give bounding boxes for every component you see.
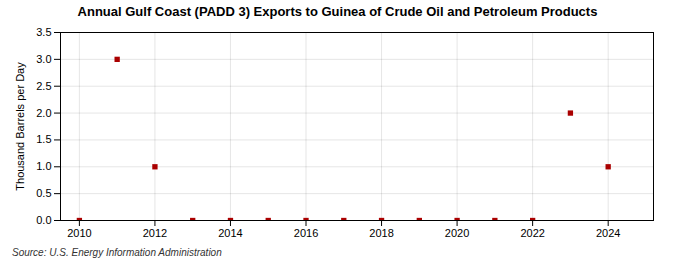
svg-text:2.0: 2.0 bbox=[36, 107, 51, 119]
svg-text:2012: 2012 bbox=[143, 227, 167, 239]
svg-text:2.5: 2.5 bbox=[36, 80, 51, 92]
svg-text:Thousand Barrels per Day: Thousand Barrels per Day bbox=[14, 62, 26, 191]
svg-text:0.0: 0.0 bbox=[36, 214, 51, 226]
svg-text:1.5: 1.5 bbox=[36, 133, 51, 145]
svg-text:2010: 2010 bbox=[67, 227, 91, 239]
svg-text:2024: 2024 bbox=[596, 227, 620, 239]
svg-text:3.0: 3.0 bbox=[36, 53, 51, 65]
svg-text:2020: 2020 bbox=[445, 227, 469, 239]
svg-text:2016: 2016 bbox=[294, 227, 318, 239]
svg-text:2014: 2014 bbox=[218, 227, 242, 239]
html-text:Source: U.S. Energy Informatio: Source: U.S. Energy Information Administ… bbox=[12, 247, 222, 258]
svg-text:2022: 2022 bbox=[520, 227, 544, 239]
svg-text:3.5: 3.5 bbox=[36, 26, 51, 38]
svg-text:1.0: 1.0 bbox=[36, 160, 51, 172]
html-text:Annual Gulf Coast (PADD 3) Exp: Annual Gulf Coast (PADD 3) Exports to Gu… bbox=[77, 4, 598, 19]
svg-text:2018: 2018 bbox=[369, 227, 393, 239]
svg-text:0.5: 0.5 bbox=[36, 187, 51, 199]
